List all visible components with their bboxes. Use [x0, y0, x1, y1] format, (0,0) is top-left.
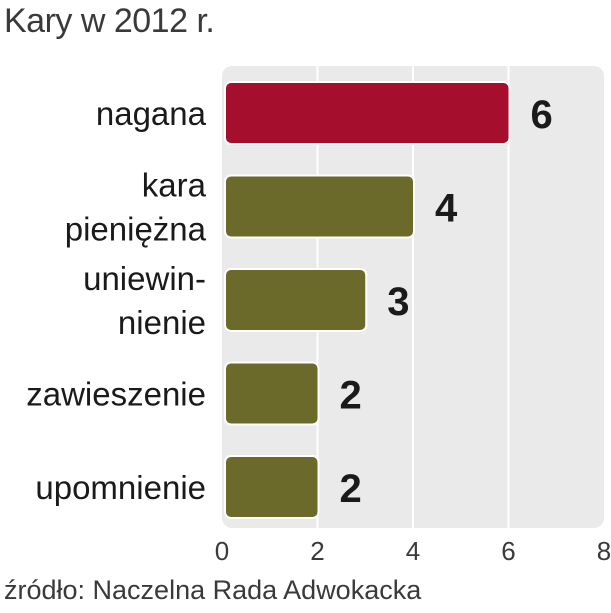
bar: [226, 270, 366, 330]
category-label: upomnienie: [35, 469, 206, 506]
x-tick-label: 6: [501, 536, 515, 566]
bars: [224, 81, 511, 519]
x-tick-label: 2: [310, 536, 324, 566]
chart-title: Kary w 2012 r.: [4, 2, 215, 40]
x-tick-label: 4: [406, 536, 420, 566]
x-tick-labels: 0 2 4 6 8: [215, 536, 611, 566]
source-note: źródło: Naczelna Rada Adwokacka: [4, 575, 422, 605]
value-labels: 6 4 3 2 2: [340, 93, 553, 511]
bar: [226, 363, 318, 424]
category-label: zawieszenie: [26, 376, 206, 413]
category-labels: nagana kara pieniężna uniewin-nienie zawiesz…: [26, 95, 206, 506]
value-label: 2: [340, 467, 362, 511]
category-label: nagana: [96, 95, 207, 132]
category-label: pieniężna: [65, 211, 207, 248]
bar: [226, 83, 509, 143]
category-label: nienie: [118, 304, 206, 341]
value-label: 6: [531, 93, 553, 137]
value-label: 2: [340, 374, 362, 418]
x-tick-label: 8: [597, 536, 611, 566]
bar: [226, 457, 318, 517]
category-label: uniewin-: [83, 260, 206, 297]
category-label: kara: [142, 167, 207, 204]
x-tick-label: 0: [215, 536, 229, 566]
value-label: 4: [435, 187, 458, 231]
bar: [226, 176, 413, 237]
value-label: 3: [387, 280, 409, 324]
